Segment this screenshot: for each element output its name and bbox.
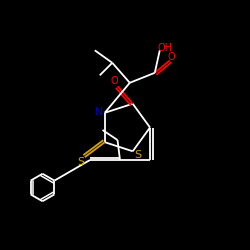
- Text: N: N: [95, 106, 104, 117]
- Text: S: S: [135, 150, 142, 160]
- Text: OH: OH: [158, 43, 173, 53]
- Text: O: O: [168, 52, 175, 62]
- Text: S: S: [78, 157, 84, 167]
- Text: O: O: [110, 76, 118, 86]
